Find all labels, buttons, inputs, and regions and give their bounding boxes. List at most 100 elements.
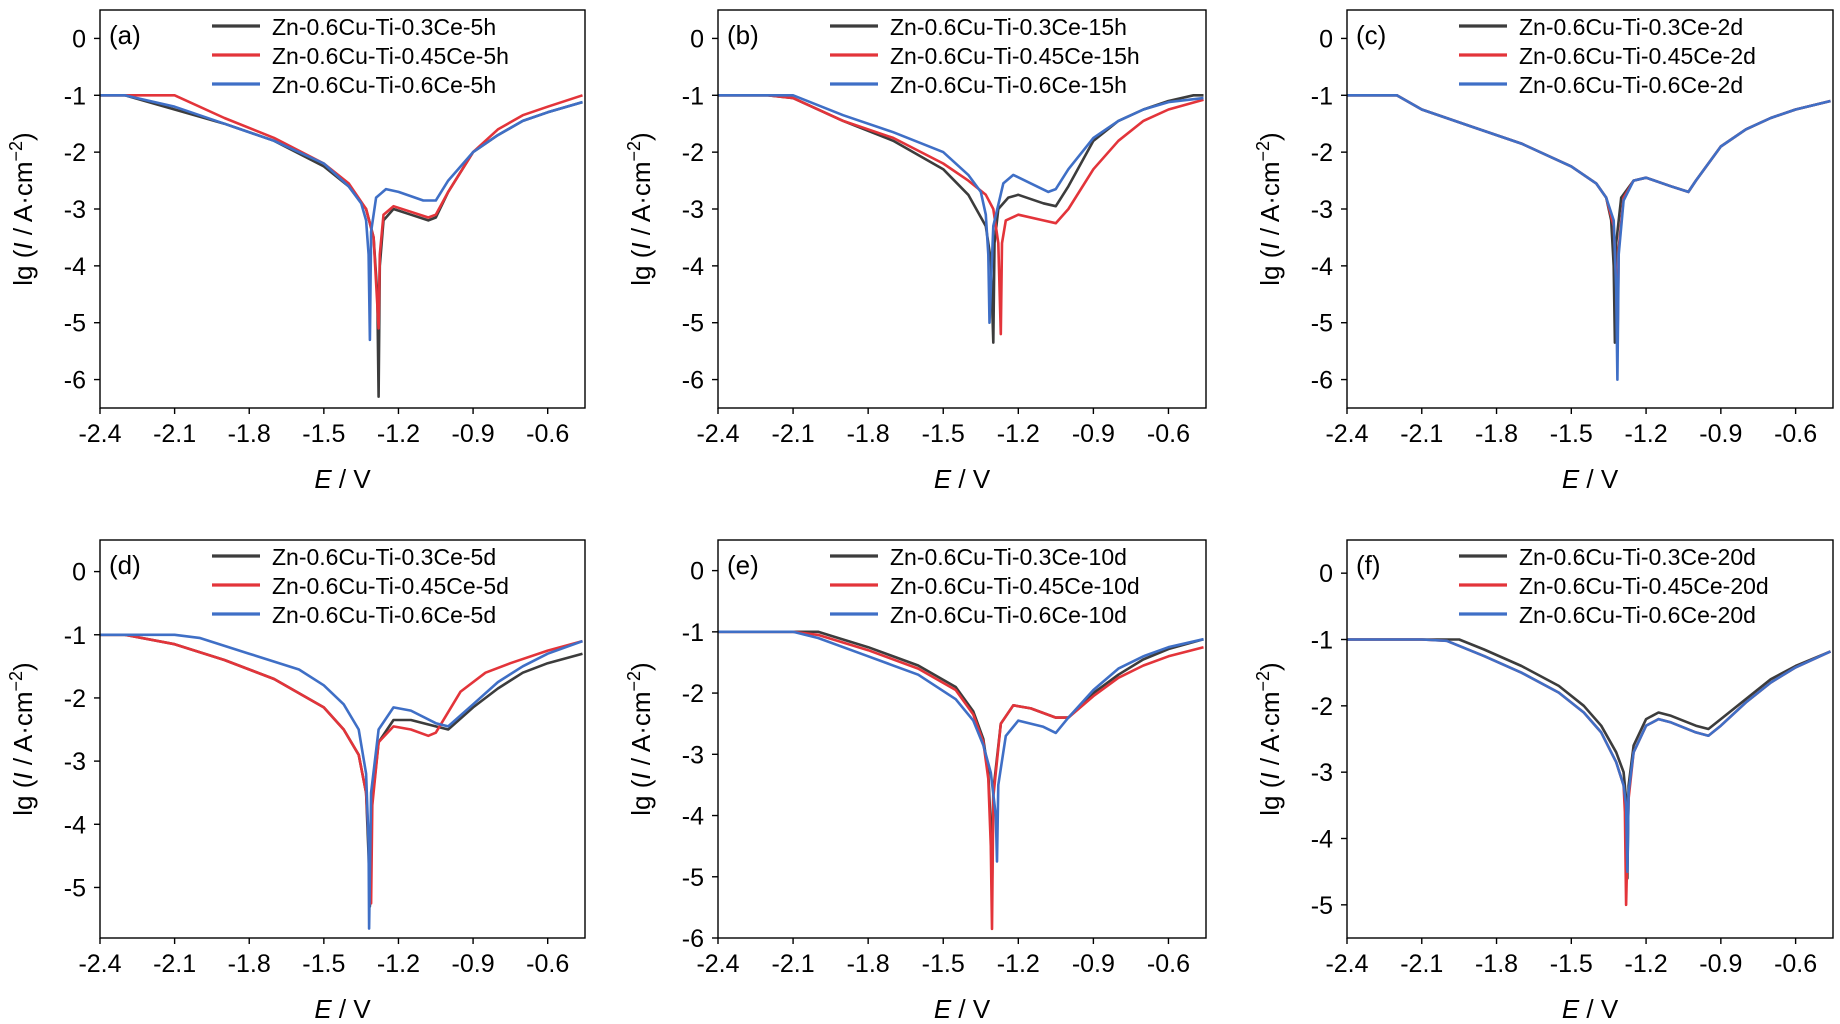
x-axis-label: E / V [314,994,371,1024]
y-axis-label: lg (I / A·cm−2) [624,132,656,285]
x-tick-label: -1.5 [922,950,965,978]
x-tick-label: -2.1 [772,950,815,978]
legend-label: Zn-0.6Cu-Ti-0.6Ce-15h [890,72,1127,98]
y-tick-label: -1 [64,82,86,110]
y-tick-label: 0 [690,25,704,53]
plot-frame [99,9,586,409]
x-tick-label: -0.6 [1774,420,1817,448]
legend-label: Zn-0.6Cu-Ti-0.6Ce-5d [272,602,496,628]
x-tick-label: -2.1 [772,420,815,448]
x-tick-label: -2.1 [153,420,196,448]
y-tick-label: -5 [1311,892,1333,920]
y-tick-label: -3 [64,748,86,776]
legend-label: Zn-0.6Cu-Ti-0.6Ce-20d [1519,602,1756,628]
legend-label: Zn-0.6Cu-Ti-0.45Ce-15h [890,43,1140,69]
y-tick-label: 0 [72,25,86,53]
y-axis-label: lg (I / A·cm−2) [624,662,656,815]
x-tick-label: -0.9 [1072,950,1115,978]
series-line-2 [718,94,1204,336]
chart-panel-4: -2.4 -2.1 -1.8 -1.5 -1.2 -0.9 -0.6 0 -1 -2 -3 -4 -5 E… [6,539,586,1024]
legend-label: Zn-0.6Cu-Ti-0.3Ce-5d [272,544,496,570]
y-tick-label: -2 [1311,139,1333,167]
x-tick-label: -1.2 [997,950,1040,978]
series-line-3 [100,94,583,342]
x-tick-label: -0.6 [1147,420,1190,448]
legend-label: Zn-0.6Cu-Ti-0.45Ce-5d [272,573,509,599]
x-tick-label: -2.4 [696,950,739,978]
series-line-3 [1347,94,1831,381]
chart-panel-5: -2.4 -2.1 -1.8 -1.5 -1.2 -0.9 -0.6 0 -1 -2 -3 -4 -5 -… [624,539,1207,1024]
x-tick-label: -1.8 [228,420,271,448]
y-tick-label: -2 [64,139,86,167]
x-tick-label: -0.9 [1072,420,1115,448]
y-tick-label: -6 [1311,367,1333,395]
chart-panel-1: -2.4 -2.1 -1.8 -1.5 -1.2 -0.9 -0.6 0 -1 -2 -3 -4 -5 -… [6,9,586,494]
x-axis-label: E / V [314,464,371,494]
y-axis-label: lg (I / A·cm−2) [6,662,38,815]
legend-label: Zn-0.6Cu-Ti-0.3Ce-2d [1519,14,1743,40]
legend-label: Zn-0.6Cu-Ti-0.6Ce-2d [1519,72,1743,98]
x-tick-label: -2.1 [153,950,196,978]
x-tick-label: -1.8 [228,950,271,978]
y-tick-label: -4 [64,811,86,839]
legend-label: Zn-0.6Cu-Ti-0.45Ce-5h [272,43,509,69]
y-axis-label: lg (I / A·cm−2) [1253,662,1285,815]
y-tick-label: -3 [682,196,704,224]
y-tick-label: -2 [64,685,86,713]
y-tick-label: -5 [682,864,704,892]
y-tick-label: -4 [682,803,704,831]
chart-panel-3: -2.4 -2.1 -1.8 -1.5 -1.2 -0.9 -0.6 0 -1 -2 -3 -4 -5 -… [1253,9,1834,494]
y-tick-label: -1 [64,622,86,650]
series-line-1 [1347,638,1832,880]
x-tick-label: -0.6 [526,950,569,978]
x-tick-label: -0.6 [1147,950,1190,978]
series-line-2 [100,633,583,905]
x-tick-label: -2.4 [1325,950,1368,978]
y-tick-label: -2 [1311,693,1333,721]
y-tick-label: -6 [682,367,704,395]
series-line-3 [718,630,1204,863]
series-line-2 [1347,94,1831,353]
legend-label: Zn-0.6Cu-Ti-0.45Ce-10d [890,573,1140,599]
x-tick-label: -1.8 [1475,950,1518,978]
x-tick-label: -0.9 [452,420,495,448]
series-line-2 [1347,638,1832,907]
y-tick-label: -3 [1311,759,1333,787]
chart-panel-2: -2.4 -2.1 -1.8 -1.5 -1.2 -0.9 -0.6 0 -1 -2 -3 -4 -5 -… [624,9,1207,494]
x-tick-label: -2.4 [1325,420,1368,448]
y-tick-label: -1 [682,82,704,110]
x-tick-label: -0.6 [526,420,569,448]
x-tick-label: -2.1 [1400,420,1443,448]
legend-label: Zn-0.6Cu-Ti-0.45Ce-2d [1519,43,1756,69]
y-tick-label: -2 [682,139,704,167]
x-tick-label: -1.8 [847,950,890,978]
y-tick-label: -1 [1311,627,1333,655]
y-tick-label: -4 [1311,253,1333,281]
x-axis-label: E / V [934,464,991,494]
legend-label: Zn-0.6Cu-Ti-0.3Ce-5h [272,14,496,40]
y-tick-label: 0 [72,559,86,587]
x-tick-label: -0.9 [452,950,495,978]
x-tick-label: -1.5 [1550,950,1593,978]
panel-label: (b) [727,20,759,50]
y-tick-label: -5 [1311,310,1333,338]
y-tick-label: 0 [1319,560,1333,588]
y-tick-label: -6 [64,367,86,395]
y-tick-label: -1 [1311,82,1333,110]
y-tick-label: -3 [1311,196,1333,224]
x-tick-label: -2.4 [78,950,121,978]
series-line-2 [718,630,1204,931]
y-tick-label: 0 [1319,25,1333,53]
y-tick-label: -3 [64,196,86,224]
y-tick-label: -2 [682,680,704,708]
x-tick-label: -0.9 [1699,950,1742,978]
plot-frame [717,539,1207,939]
x-tick-label: -1.5 [1550,420,1593,448]
legend-label: Zn-0.6Cu-Ti-0.6Ce-5h [272,72,496,98]
y-tick-label: -3 [682,741,704,769]
legend-label: Zn-0.6Cu-Ti-0.6Ce-10d [890,602,1127,628]
x-tick-label: -2.4 [78,420,121,448]
series-line-3 [1347,638,1832,873]
y-tick-label: -4 [682,253,704,281]
